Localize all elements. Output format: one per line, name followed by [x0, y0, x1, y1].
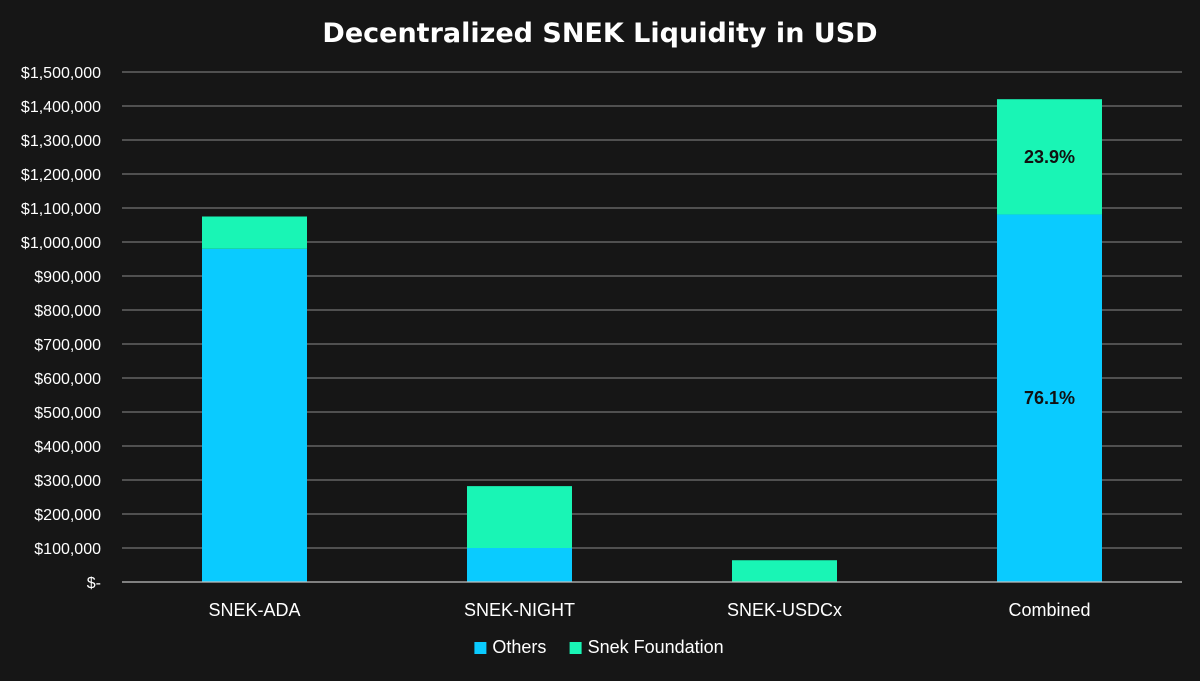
y-tick-label: $1,200,000	[21, 167, 101, 184]
data-label-combined-snek-foundation: 23.9%	[1024, 147, 1075, 167]
bar-snek-ada-snek-foundation	[202, 217, 307, 249]
y-tick-label: $1,300,000	[21, 133, 101, 150]
y-tick-label: $1,400,000	[21, 99, 101, 116]
y-tick-label: $900,000	[34, 269, 101, 286]
y-tick-label: $-	[87, 575, 101, 592]
y-tick-label: $700,000	[34, 337, 101, 354]
bar-snek-ada-others	[202, 249, 307, 582]
bar-snek-night-others	[467, 548, 572, 582]
y-tick-label: $400,000	[34, 439, 101, 456]
y-tick-label: $1,100,000	[21, 201, 101, 218]
legend-item-snek-foundation: Snek Foundation	[570, 637, 724, 657]
bar-snek-night-snek-foundation	[467, 486, 572, 548]
y-tick-label: $1,000,000	[21, 235, 101, 252]
bar-snek-usdcx-snek-foundation	[732, 560, 837, 582]
legend-swatch	[570, 642, 582, 654]
legend-label: Others	[492, 637, 546, 657]
x-category-label: SNEK-ADA	[208, 600, 300, 620]
y-tick-label: $1,500,000	[21, 65, 101, 82]
x-category-label: SNEK-USDCx	[727, 600, 842, 620]
chart-title: Decentralized SNEK Liquidity in USD	[322, 18, 877, 49]
legend-label: Snek Foundation	[588, 637, 724, 657]
data-label-combined-others: 76.1%	[1024, 388, 1075, 408]
y-tick-label: $100,000	[34, 541, 101, 558]
x-category-label: Combined	[1008, 600, 1090, 620]
y-tick-label: $300,000	[34, 473, 101, 490]
y-tick-label: $600,000	[34, 371, 101, 388]
x-category-label: SNEK-NIGHT	[464, 600, 575, 620]
y-tick-label: $800,000	[34, 303, 101, 320]
y-tick-label: $500,000	[34, 405, 101, 422]
y-tick-label: $200,000	[34, 507, 101, 524]
legend: Others Snek Foundation	[474, 637, 723, 657]
legend-swatch	[474, 642, 486, 654]
